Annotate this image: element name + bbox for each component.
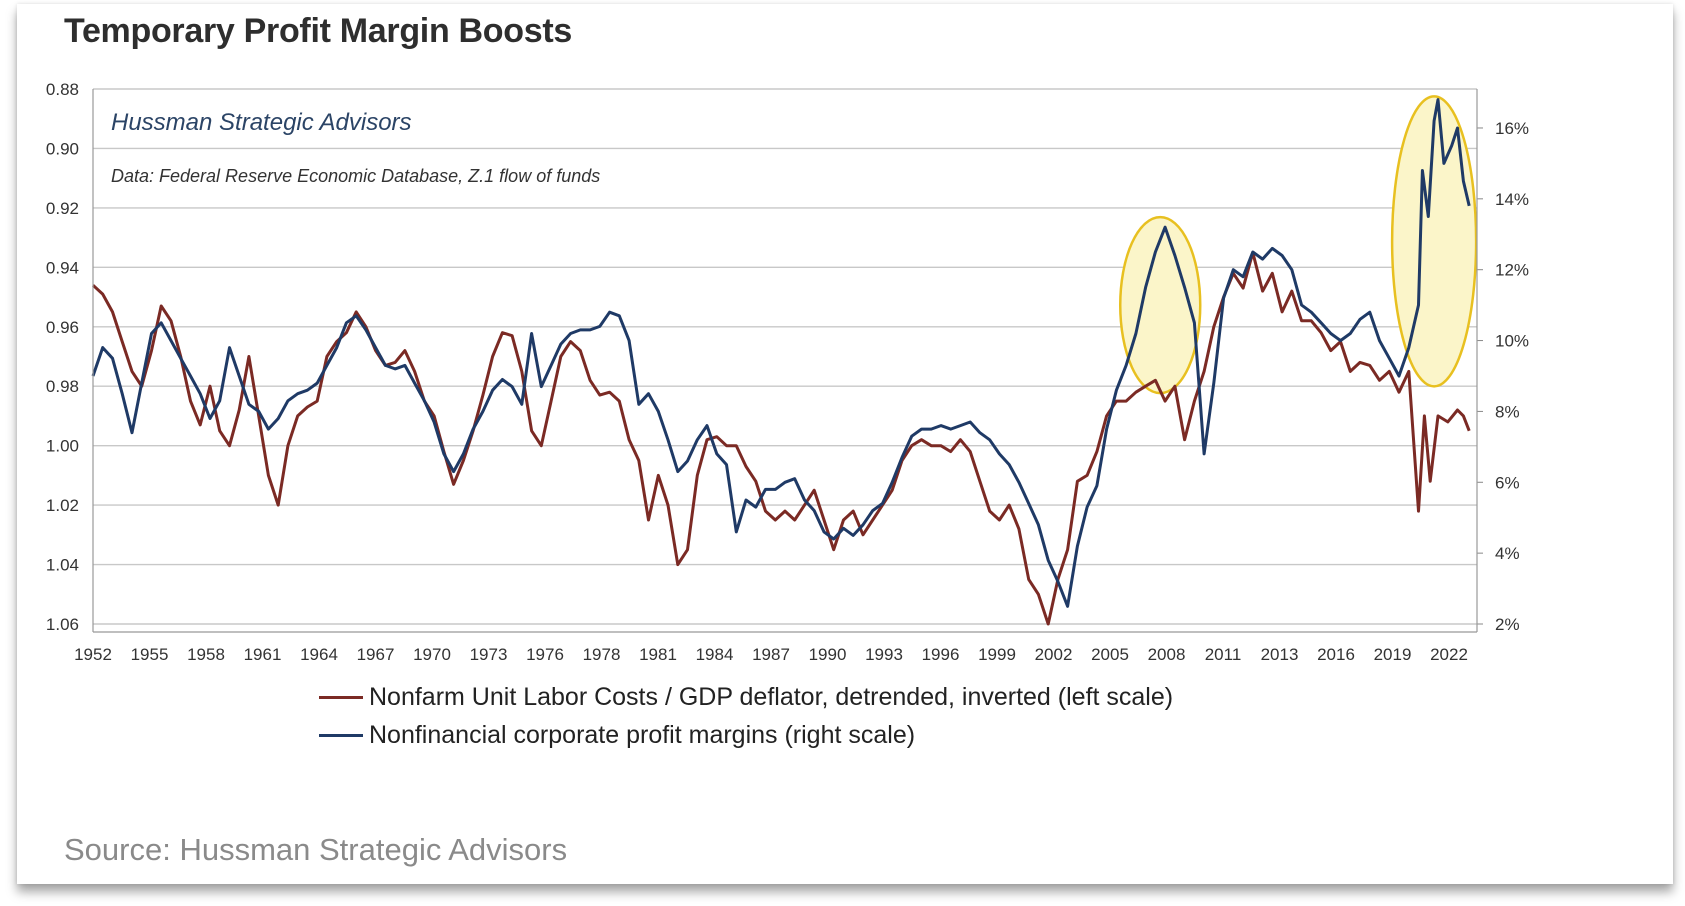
right-axis-tick-label: 8% — [1495, 402, 1520, 421]
x-axis-tick-label: 1958 — [187, 645, 225, 664]
legend-swatch-labor — [319, 695, 363, 699]
x-axis-tick-label: 2008 — [1148, 645, 1186, 664]
x-axis-tick-label: 1973 — [470, 645, 508, 664]
x-axis-tick-label: 1952 — [74, 645, 112, 664]
x-axis-tick-label: 1970 — [413, 645, 451, 664]
right-axis-tick-label: 2% — [1495, 615, 1520, 634]
right-axis-tick-label: 10% — [1495, 332, 1529, 351]
x-axis-tick-label: 2002 — [1035, 645, 1073, 664]
highlight-ellipse — [1390, 95, 1478, 388]
right-axis-tick-label: 4% — [1495, 544, 1520, 563]
legend-item-margin: Nonfinancial corporate profit margins (r… — [319, 718, 915, 752]
x-axis-tick-label: 1990 — [809, 645, 847, 664]
annotation-title: Hussman Strategic Advisors — [111, 109, 412, 136]
right-axis-tick-label: 6% — [1495, 473, 1520, 492]
left-axis-tick-label: 1.04 — [46, 556, 79, 575]
x-axis-tick-label: 1996 — [922, 645, 960, 664]
grid-layer — [93, 88, 1477, 625]
series-layer — [91, 98, 1471, 626]
x-axis-tick-label: 2022 — [1430, 645, 1468, 664]
x-axis-tick-label: 1961 — [244, 645, 282, 664]
left-axis-tick-label: 0.98 — [46, 377, 79, 396]
chart-svg: 0.88 0.90 0.92 0.94 0.96 0.98 1.00 1.02 1.04 1.06… — [46, 80, 1529, 664]
legend-label-labor: Nonfarm Unit Labor Costs / GDP deflator,… — [369, 682, 1174, 711]
left-axis-tick-label: 1.02 — [46, 496, 79, 515]
x-axis-tick-label: 1993 — [865, 645, 903, 664]
right-axis-tick-label: 16% — [1495, 119, 1529, 138]
legend-item-labor: Nonfarm Unit Labor Costs / GDP deflator,… — [319, 680, 1173, 714]
x-axis-tick-label: 1967 — [357, 645, 395, 664]
x-axis-tick-label: 1978 — [583, 645, 621, 664]
x-axis-tick-label: 1976 — [526, 645, 564, 664]
x-axis-tick-label: 2016 — [1317, 645, 1355, 664]
x-axis-tick-label: 1999 — [978, 645, 1016, 664]
x-axis-tick-label: 1955 — [131, 645, 169, 664]
left-axis-tick-label: 1.06 — [46, 615, 79, 634]
chart-title: Temporary Profit Margin Boosts — [64, 12, 572, 50]
x-axis-tick-label: 1981 — [639, 645, 677, 664]
axes-layer: 0.88 0.90 0.92 0.94 0.96 0.98 1.00 1.02 1.04 1.06… — [46, 80, 1529, 664]
x-axis-tick-label: 1987 — [752, 645, 790, 664]
highlight-layer — [1118, 95, 1478, 395]
series-line-labor-costs — [91, 251, 1471, 626]
annotation-subtitle: Data: Federal Reserve Economic Database,… — [111, 166, 600, 186]
chart-card: Temporary Profit Margin Boosts 0.88 0.90 0… — [17, 4, 1673, 884]
x-axis-tick-label: 2005 — [1091, 645, 1129, 664]
series-line-profit-margins — [91, 98, 1471, 608]
source-note: Source: Hussman Strategic Advisors — [64, 832, 568, 867]
left-axis-tick-label: 0.90 — [46, 139, 79, 158]
left-axis-tick-label: 0.92 — [46, 199, 79, 218]
x-axis-tick-label: 1984 — [696, 645, 734, 664]
x-axis-tick-label: 2013 — [1261, 645, 1299, 664]
right-axis-tick-label: 12% — [1495, 261, 1529, 280]
left-axis-tick-label: 0.88 — [46, 80, 79, 99]
left-axis-tick-label: 1.00 — [46, 437, 79, 456]
left-axis-tick-label: 0.94 — [46, 258, 79, 277]
left-axis-tick-label: 0.96 — [46, 318, 79, 337]
x-axis-tick-label: 1964 — [300, 645, 338, 664]
x-axis-tick-label: 2019 — [1374, 645, 1412, 664]
x-axis-tick-label: 2011 — [1205, 645, 1242, 664]
legend-label-margin: Nonfinancial corporate profit margins (r… — [369, 720, 916, 749]
right-axis-tick-label: 14% — [1495, 190, 1529, 209]
legend-swatch-margin — [319, 733, 363, 737]
